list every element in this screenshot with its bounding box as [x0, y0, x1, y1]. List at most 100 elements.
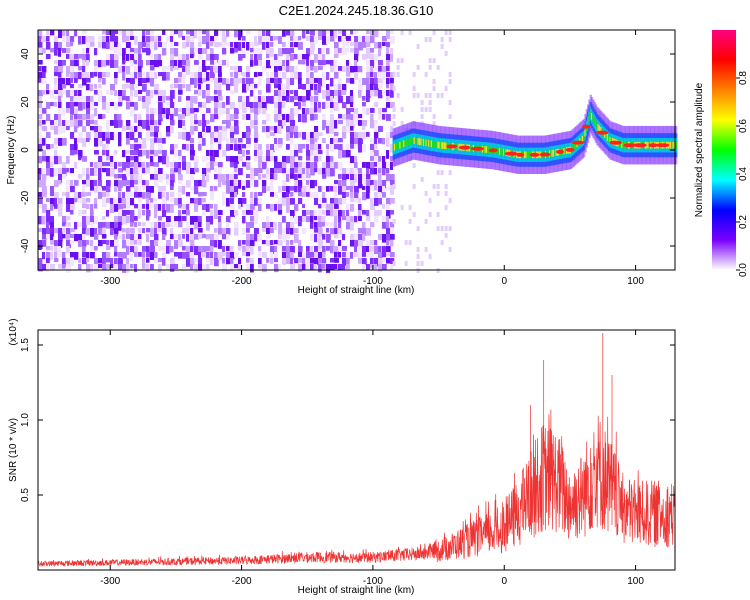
noise-cell — [246, 210, 251, 215]
noise-cell — [266, 156, 271, 162]
noise-cell — [114, 48, 119, 54]
signal-core — [418, 138, 422, 145]
noise-cell — [118, 216, 123, 225]
noise-cell — [186, 108, 191, 117]
noise-cell — [298, 246, 303, 254]
noise-cell — [182, 72, 187, 80]
noise-cell — [250, 84, 254, 89]
noise-cell — [330, 204, 334, 211]
noise-cell — [138, 54, 142, 61]
noise-cell — [198, 42, 202, 47]
noise-cell — [214, 30, 219, 36]
noise-cell — [278, 162, 282, 171]
noise-cell — [186, 54, 190, 61]
noise-cell — [234, 180, 238, 188]
noise-cell — [310, 84, 314, 91]
signal-core — [610, 137, 613, 145]
noise-cell — [416, 226, 420, 231]
noise-cell — [54, 138, 59, 145]
noise-cell — [234, 48, 238, 53]
noise-cell — [114, 204, 119, 212]
noise-cell — [222, 48, 227, 55]
noise-cell — [238, 156, 243, 162]
noise-cell — [70, 54, 75, 61]
noise-cell — [428, 100, 432, 105]
noise-cell — [154, 204, 159, 212]
noise-cell — [182, 114, 186, 119]
noise-cell — [130, 150, 135, 156]
noise-cell — [246, 138, 251, 146]
noise-cell — [238, 30, 243, 38]
noise-cell — [66, 66, 71, 74]
noise-cell — [234, 108, 239, 114]
noise-cell — [362, 120, 367, 126]
noise-cell — [174, 240, 179, 249]
noise-cell — [386, 150, 390, 159]
noise-cell — [46, 42, 51, 50]
noise-cell — [330, 138, 334, 147]
noise-cell — [210, 66, 214, 75]
noise-cell — [154, 54, 159, 61]
noise-cell — [218, 132, 223, 141]
noise-cell — [254, 48, 259, 53]
signal-core — [409, 138, 412, 145]
x-tick-label: -100 — [363, 576, 383, 587]
noise-cell — [390, 156, 395, 162]
noise-cell — [230, 132, 235, 141]
noise-cell — [194, 222, 199, 230]
noise-cell — [202, 114, 206, 122]
noise-cell — [82, 216, 87, 222]
noise-cell — [198, 198, 202, 206]
colorbar-gradient — [712, 30, 736, 270]
noise-cell — [234, 120, 239, 127]
noise-cell — [366, 264, 370, 271]
noise-cell — [118, 66, 123, 74]
noise-cell — [238, 240, 242, 249]
noise-cell — [370, 240, 375, 246]
noise-cell — [74, 54, 79, 60]
noise-cell — [42, 186, 47, 195]
noise-cell — [366, 96, 370, 103]
noise-cell — [338, 234, 343, 239]
noise-cell — [322, 234, 326, 240]
noise-cell — [262, 156, 266, 161]
noise-cell — [166, 108, 171, 116]
noise-cell — [206, 66, 211, 71]
noise-cell — [282, 180, 287, 187]
noise-cell — [70, 144, 75, 152]
noise-cell — [448, 198, 452, 203]
noise-cell — [170, 234, 174, 240]
noise-cell — [122, 162, 127, 171]
noise-cell — [210, 54, 215, 61]
noise-cell — [122, 36, 127, 43]
noise-cell — [238, 264, 242, 270]
noise-cell — [302, 132, 307, 140]
noise-cell — [294, 90, 298, 98]
noise-cell — [158, 192, 162, 199]
noise-cell — [110, 132, 114, 141]
noise-cell — [334, 192, 338, 198]
noise-cell — [242, 252, 247, 257]
noise-cell — [358, 216, 362, 222]
noise-cell — [294, 174, 298, 183]
noise-cell — [82, 228, 86, 235]
noise-cell — [106, 222, 111, 229]
noise-cell — [206, 156, 211, 161]
noise-cell — [444, 205, 448, 210]
noise-cell — [142, 72, 146, 78]
noise-cell — [400, 58, 404, 63]
noise-cell — [448, 79, 452, 84]
noise-cell — [218, 240, 222, 249]
noise-cell — [50, 252, 54, 260]
noise-cell — [142, 228, 146, 234]
noise-cell — [46, 198, 50, 203]
noise-cell — [382, 156, 386, 164]
noise-cell — [210, 162, 214, 170]
noise-cell — [270, 180, 274, 187]
noise-cell — [66, 168, 70, 173]
noise-cell — [122, 150, 126, 158]
noise-cell — [366, 84, 371, 91]
spectrogram-x-ticks: -300 -200 -100 0 100 — [100, 30, 644, 287]
noise-cell — [226, 138, 230, 147]
